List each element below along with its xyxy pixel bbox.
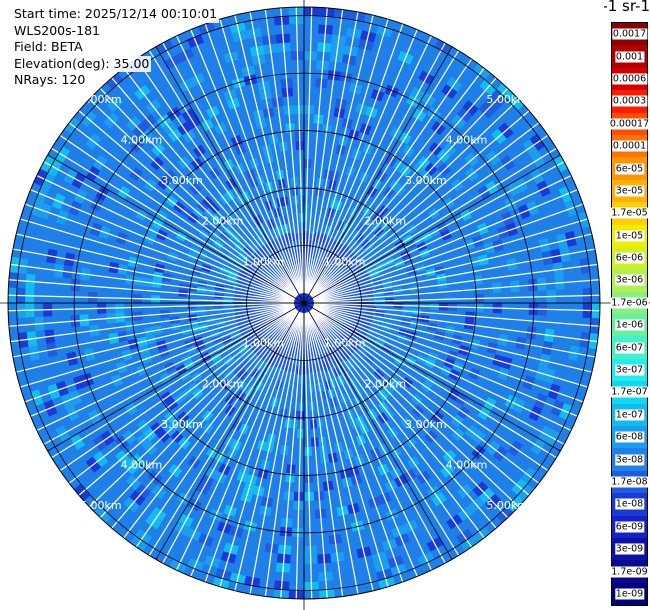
- range-ring-label: 4.00km: [446, 459, 488, 472]
- colorbar-segment: 1.7e-05: [610, 202, 649, 225]
- nrays-label: NRays: 120: [12, 72, 88, 89]
- colorbar-tick-label: 1.7e-09: [610, 566, 649, 578]
- colorbar-tick-label: 3e-06: [614, 274, 645, 286]
- colorbar-segment: 1e-07: [612, 403, 647, 427]
- colorbar-segment: 3e-06: [612, 269, 647, 292]
- colorbar-segment: 1.7e-09: [610, 560, 649, 583]
- colorbar-segment: 6e-09: [612, 515, 647, 538]
- range-ring-label: 2.00km: [364, 377, 406, 390]
- colorbar-tick-label: 0.0006: [611, 73, 648, 85]
- scan-info: Start time: 2025/12/14 00:10:01 WLS200s-…: [12, 6, 220, 89]
- colorbar-segment: 1e-06: [612, 314, 647, 337]
- colorbar-tick-label: 0.0017: [611, 28, 648, 40]
- colorbar-title-text: m-1 sr-1: [604, 0, 650, 15]
- colorbar-tick-label: 3e-09: [614, 543, 645, 555]
- colorbar-segment: 3e-07: [612, 358, 647, 382]
- colorbar-segment: 3e-05: [612, 179, 647, 203]
- colorbar-segment: 1e-08: [612, 493, 647, 516]
- colorbar-segment: 1e-09: [612, 582, 647, 606]
- range-ring-label: 5.00km: [486, 499, 528, 512]
- range-ring-label: 2.00km: [202, 377, 244, 390]
- colorbar-segment: 1.7e-08: [610, 470, 649, 494]
- colorbar-segment: 3e-08: [612, 448, 647, 471]
- range-ring-label: 5.00km: [486, 93, 528, 106]
- range-ring-label: 1.00km: [324, 337, 366, 350]
- colorbar-segment: 0.0017: [611, 23, 648, 46]
- colorbar-segment: 0.00017: [608, 112, 650, 135]
- instrument-label: WLS200s-181: [12, 22, 102, 39]
- colorbar-tick-label: 1.7e-05: [610, 207, 649, 219]
- colorbar-tick-label: 1e-09: [614, 588, 645, 600]
- range-ring-label: 3.00km: [405, 418, 447, 431]
- colorbar-segment: 1.7e-06: [610, 291, 649, 315]
- azimuth-spoke: [303, 302, 453, 560]
- colorbar-tick-label: 1e-07: [614, 409, 645, 421]
- range-ring-label: 5.00km: [80, 499, 122, 512]
- range-ring-label: 2.00km: [202, 215, 244, 228]
- colorbar-segment: 6e-06: [612, 246, 647, 270]
- azimuth-spoke: [303, 154, 561, 304]
- azimuth-spoke: [155, 302, 305, 560]
- colorbar-segment: 1.7e-07: [610, 381, 649, 404]
- colorbar-segment: 6e-05: [612, 157, 647, 180]
- range-ring-label: 4.00km: [446, 133, 488, 146]
- colorbar-tick-label: 1.7e-08: [610, 476, 649, 488]
- azimuth-spoke: [303, 302, 561, 452]
- start-time-label: Start time: 2025/12/14 00:10:01: [12, 6, 220, 23]
- range-ring-label: 2.00km: [364, 215, 406, 228]
- field-label: Field: BETA: [12, 39, 85, 56]
- range-ring-label: 1.00km: [243, 255, 285, 268]
- colorbar-segment: 3e-09: [612, 537, 647, 561]
- colorbar-tick-label: 0.001: [614, 51, 645, 63]
- colorbar-tick-label: 0.00017: [608, 118, 650, 130]
- colorbar-tick-label: 6e-09: [614, 521, 645, 533]
- colorbar-tick-label: 6e-05: [614, 163, 645, 175]
- colorbar-tick-label: 6e-07: [614, 342, 645, 354]
- elevation-label: Elevation(deg): 35.00: [12, 55, 152, 72]
- colorbar-segment: 0.0006: [611, 67, 648, 91]
- colorbar-tick-label: 1.7e-06: [610, 297, 649, 309]
- azimuth-spoke: [155, 46, 305, 304]
- colorbar-segment: 0.001: [612, 45, 647, 68]
- colorbar-tick-label: 0.0003: [611, 95, 648, 107]
- range-ring-label: 3.00km: [161, 174, 203, 187]
- colorbar-segment: 0.0001: [611, 134, 648, 158]
- range-ring-label: 4.00km: [121, 133, 163, 146]
- azimuth-spoke: [47, 154, 305, 304]
- range-ring-label: 3.00km: [161, 418, 203, 431]
- range-ring-label: 1.00km: [243, 337, 285, 350]
- colorbar-tick-label: 6e-06: [614, 252, 645, 264]
- azimuth-spoke: [303, 46, 453, 304]
- colorbar-tick-label: 1e-06: [614, 319, 645, 331]
- colorbar-tick-label: 3e-08: [614, 454, 645, 466]
- colorbar-tick-label: 3e-07: [614, 364, 645, 376]
- colorbar-segment: 1e-05: [612, 224, 647, 247]
- azimuth-spoke: [47, 302, 305, 452]
- colorbar-tick-label: 1.7e-07: [610, 386, 649, 398]
- range-ring-label: 1.00km: [324, 255, 366, 268]
- range-ring-label: 4.00km: [121, 459, 163, 472]
- range-ring-label: 3.00km: [405, 174, 447, 187]
- colorbar-title: m-1 sr-1: [604, 0, 650, 15]
- colorbar-segment: 6e-07: [612, 336, 647, 359]
- colorbar-segment: 0.0003: [611, 90, 648, 113]
- colorbar: 0.0017 0.001 0.0006 0.0003 0.00017 0.0001 6e-0…: [608, 22, 650, 606]
- range-ring-label: 5.00km: [80, 93, 122, 106]
- colorbar-tick-label: 1e-08: [614, 498, 645, 510]
- colorbar-tick-label: 3e-05: [614, 185, 645, 197]
- colorbar-tick-label: 0.0001: [611, 140, 648, 152]
- colorbar-tick-label: 1e-05: [614, 230, 645, 242]
- colorbar-segment: 6e-08: [612, 426, 647, 449]
- colorbar-tick-label: 6e-08: [614, 431, 645, 443]
